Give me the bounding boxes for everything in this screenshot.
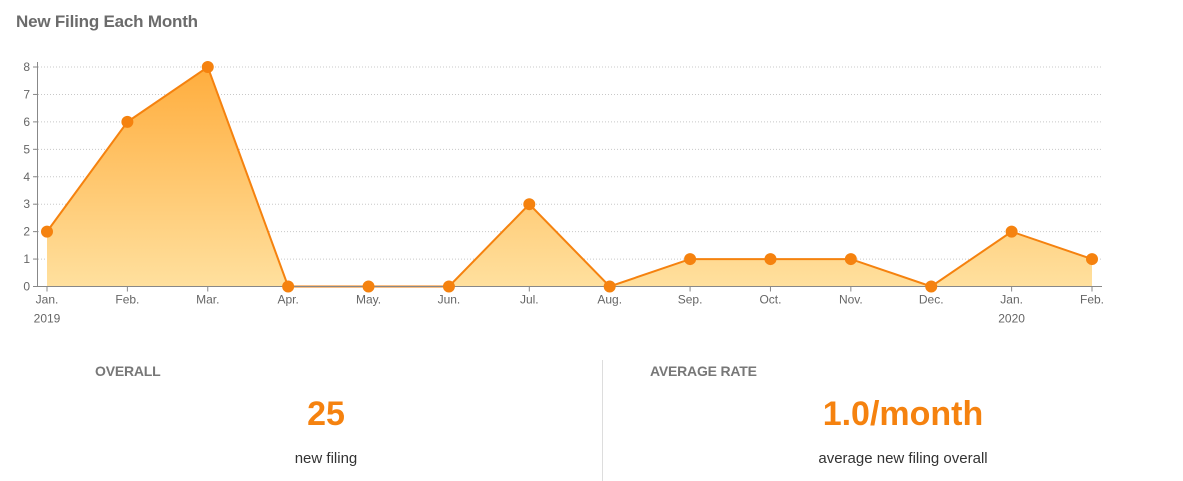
y-tick-label: 3 [23, 197, 30, 211]
x-tick-label: Jun. [438, 293, 461, 307]
data-point [1005, 225, 1018, 238]
x-tick-label: Nov. [839, 293, 863, 307]
area-series [46, 65, 1093, 288]
x-tick-label: Sep. [678, 293, 703, 307]
y-tick-label: 2 [23, 225, 30, 239]
area-chart: 0 1 2 3 4 5 6 7 8 Jan. Feb. Mar. Apr. May. Jun. Jul. Aug… [23, 60, 1104, 326]
data-point [523, 198, 536, 211]
data-point [282, 280, 295, 293]
y-tick-label: 4 [23, 170, 30, 184]
overall-sub: new filing [294, 450, 358, 467]
overall-label: OVERALL [95, 363, 161, 379]
y-tick-label: 6 [23, 115, 30, 129]
stat-divider [602, 360, 603, 481]
data-point [362, 280, 375, 293]
average-rate-sub: average new filing overall [818, 450, 988, 467]
x-tick-label: Feb. [115, 293, 139, 307]
data-points [41, 61, 1098, 293]
data-point [925, 280, 938, 293]
y-tick-label: 5 [23, 142, 30, 156]
data-point [201, 61, 214, 73]
chart-title: New Filing Each Month [16, 12, 198, 31]
data-point [41, 225, 53, 238]
overall-value: 25 [307, 395, 345, 433]
x-year-label: 2019 [34, 312, 61, 326]
y-tick-label: 7 [23, 87, 30, 101]
data-point [844, 253, 857, 266]
x-tick-label: Jul. [520, 293, 539, 307]
x-tick-label: Dec. [919, 293, 944, 307]
x-tick-label: Jan. [1000, 293, 1023, 307]
x-tick-label: Apr. [277, 293, 298, 307]
overall-stat: OVERALL 25 new filing [0, 360, 602, 480]
axes: 0 1 2 3 4 5 6 7 8 Jan. Feb. Mar. Apr. May. Jun. Jul. Aug… [23, 60, 1104, 326]
x-tick-label: Feb. [1080, 293, 1104, 307]
data-point [442, 280, 455, 293]
area-fill [47, 67, 1092, 287]
data-point [121, 115, 134, 128]
average-rate-stat: AVERAGE RATE 1.0/month average new filin… [603, 360, 1183, 480]
x-tick-label: Jan. [36, 293, 59, 307]
x-tick-label: Aug. [597, 293, 622, 307]
data-point [764, 253, 777, 266]
x-tick-label: Mar. [196, 293, 219, 307]
x-tick-label: Oct. [759, 293, 781, 307]
y-tick-label: 8 [23, 60, 30, 74]
x-tick-label: May. [356, 293, 381, 307]
y-tick-label: 0 [23, 280, 30, 294]
data-point [1086, 253, 1098, 266]
data-point [603, 280, 616, 293]
data-point [684, 253, 697, 266]
series-line [46, 65, 1093, 288]
y-tick-label: 1 [23, 252, 30, 266]
average-rate-label: AVERAGE RATE [650, 363, 757, 379]
average-rate-value: 1.0/month [822, 395, 984, 433]
x-year-label: 2020 [998, 312, 1025, 326]
